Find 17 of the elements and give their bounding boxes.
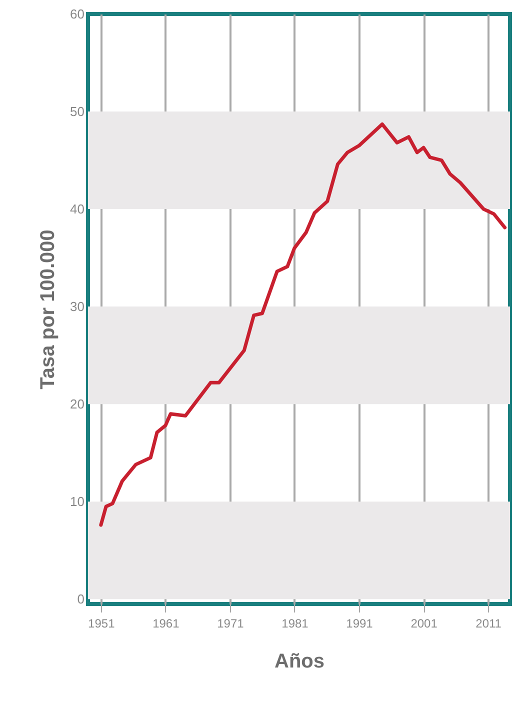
line-series [99, 122, 507, 527]
y-tick-label: 50 [70, 104, 84, 120]
y-tick-label: 60 [70, 6, 84, 22]
x-tick-label: 1951 [88, 616, 116, 630]
y-tick-label: 40 [70, 202, 84, 217]
y-tick-label: 0 [77, 592, 84, 607]
y-tick-label: 20 [70, 396, 84, 412]
x-tick-label: 1991 [346, 616, 374, 630]
x-tick-label: 1961 [152, 616, 180, 630]
x-tick-label: 2001 [410, 616, 438, 630]
x-tick-label: 2011 [476, 616, 502, 630]
y-tick-label: 30 [70, 299, 84, 314]
x-tick-label: 1971 [217, 616, 244, 630]
x-tick-label: 1981 [282, 616, 309, 630]
y-axis-title: Tasa por 100.000 [37, 230, 60, 390]
y-tick-label: 10 [70, 494, 84, 510]
x-axis-title: Años [274, 650, 324, 672]
